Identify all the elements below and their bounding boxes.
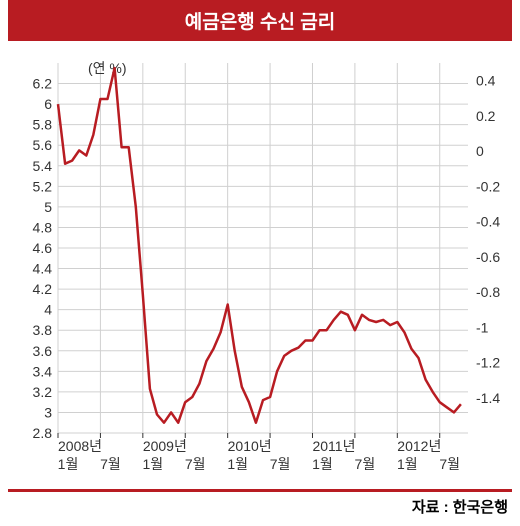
svg-text:6: 6: [44, 96, 52, 112]
svg-text:7월: 7월: [355, 456, 376, 472]
svg-text:5.4: 5.4: [33, 158, 53, 174]
svg-text:4: 4: [44, 302, 52, 318]
svg-text:4.2: 4.2: [33, 281, 53, 297]
chart-title: 예금은행 수신 금리: [8, 0, 512, 41]
svg-text:3: 3: [44, 404, 52, 420]
svg-text:-0.6: -0.6: [476, 249, 500, 265]
svg-text:0.4: 0.4: [476, 73, 496, 89]
svg-text:3.4: 3.4: [33, 363, 53, 379]
svg-text:2011년: 2011년: [312, 438, 355, 454]
svg-text:4.6: 4.6: [33, 240, 53, 256]
svg-text:4.8: 4.8: [33, 219, 53, 235]
svg-text:5: 5: [44, 199, 52, 215]
svg-text:1월: 1월: [397, 456, 418, 472]
svg-text:5.8: 5.8: [33, 117, 53, 133]
svg-text:-0.2: -0.2: [476, 178, 500, 194]
svg-text:3.6: 3.6: [33, 343, 53, 359]
svg-text:6.2: 6.2: [33, 76, 53, 92]
svg-text:2008년: 2008년: [58, 438, 102, 454]
svg-text:2.8: 2.8: [33, 425, 53, 441]
svg-text:1월: 1월: [58, 456, 79, 472]
svg-text:-1.4: -1.4: [476, 390, 500, 406]
svg-text:3.2: 3.2: [33, 384, 53, 400]
svg-text:0.2: 0.2: [476, 108, 496, 124]
svg-text:1월: 1월: [227, 456, 248, 472]
svg-text:-0.8: -0.8: [476, 284, 500, 300]
svg-text:7월: 7월: [439, 456, 460, 472]
svg-text:2009년: 2009년: [143, 438, 187, 454]
source-value: 한국은행: [453, 499, 508, 516]
svg-text:7월: 7월: [185, 456, 206, 472]
svg-text:-0.4: -0.4: [476, 214, 500, 230]
svg-text:4.4: 4.4: [33, 261, 53, 277]
svg-text:5.6: 5.6: [33, 137, 53, 153]
chart-plot: 2.8 3 3.2 3.4 3.6 3.8 4 4.2 4.4 4.6 4.8 5 5.2 5.4 5.6 5…: [8, 53, 512, 483]
footer-divider: [8, 489, 512, 492]
svg-text:-1: -1: [476, 319, 489, 335]
svg-text:7월: 7월: [270, 456, 291, 472]
svg-text:1월: 1월: [142, 456, 163, 472]
svg-text:2012년: 2012년: [397, 438, 441, 454]
svg-text:(연 %): (연 %): [88, 60, 127, 76]
svg-text:-1.2: -1.2: [476, 355, 500, 371]
svg-text:5.2: 5.2: [33, 178, 53, 194]
svg-text:1월: 1월: [312, 456, 333, 472]
source-label: 자료 :: [412, 499, 449, 516]
svg-text:0: 0: [476, 143, 484, 159]
svg-text:7월: 7월: [100, 456, 121, 472]
svg-text:3.8: 3.8: [33, 322, 53, 338]
svg-text:2010년: 2010년: [228, 438, 272, 454]
